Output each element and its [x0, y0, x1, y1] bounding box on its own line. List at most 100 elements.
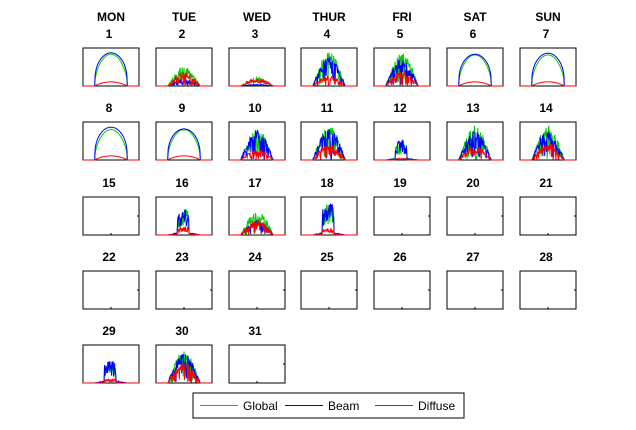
day-panel-18: 18 [300, 176, 358, 237]
day-number: 15 [102, 176, 116, 190]
day-panel-31: 31 [228, 324, 286, 384]
legend-label-beam: Beam [328, 399, 359, 413]
weekday-header-mon: MON [97, 10, 125, 24]
weekday-header-sat: SAT [463, 10, 487, 24]
diffuse-series-line [229, 148, 285, 162]
day-number: 14 [539, 101, 553, 115]
diffuse-series-line [156, 225, 212, 236]
legend-label-diffuse: Diffuse [418, 399, 455, 413]
plot-frame [82, 196, 140, 236]
day-panel-12: 12 [373, 101, 431, 161]
day-panel-23: 23 [155, 250, 213, 310]
day-number: 18 [320, 176, 334, 190]
day-panel-1: 1 [82, 27, 140, 87]
day-panel-14: 14 [519, 101, 577, 161]
diffuse-series-line [83, 377, 139, 384]
day-number: 8 [106, 101, 113, 115]
diffuse-series-line [83, 155, 139, 161]
weekday-header-thur: THUR [312, 10, 346, 24]
weekday-header-fri: FRI [392, 10, 411, 24]
day-panel-21: 21 [519, 176, 577, 236]
plot-frame [446, 270, 504, 310]
diffuse-series-line [374, 157, 430, 161]
day-number: 7 [543, 27, 550, 41]
diffuse-series-line [156, 363, 212, 385]
day-number: 28 [539, 250, 553, 264]
day-panel-19: 19 [373, 176, 431, 236]
weekday-header-wed: WED [243, 10, 271, 24]
diffuse-series-line [156, 71, 212, 88]
day-panel-28: 28 [519, 250, 577, 310]
weekday-header-sun: SUN [535, 10, 560, 24]
plot-frame [82, 270, 140, 310]
day-number: 16 [175, 176, 189, 190]
day-panel-6: 6 [446, 27, 504, 87]
plot-frame [519, 270, 577, 310]
day-panel-17: 17 [228, 176, 286, 236]
day-panel-10: 10 [228, 101, 286, 162]
diffuse-series-line [301, 75, 357, 87]
day-panel-15: 15 [82, 176, 140, 236]
day-number: 4 [324, 27, 331, 41]
diffuse-series-line [447, 145, 503, 161]
day-number: 13 [466, 101, 480, 115]
diffuse-series-line [447, 81, 503, 87]
day-panel-27: 27 [446, 250, 504, 310]
plot-frame [82, 121, 140, 161]
day-number: 25 [320, 250, 334, 264]
day-number: 31 [248, 324, 262, 338]
day-number: 19 [393, 176, 407, 190]
day-panel-26: 26 [373, 250, 431, 310]
plot-frame [373, 270, 431, 310]
plot-frame [519, 47, 577, 87]
day-panel-16: 16 [155, 176, 213, 237]
plot-frame [300, 196, 358, 236]
day-number: 26 [393, 250, 407, 264]
day-panel-3: 3 [228, 27, 286, 87]
day-number: 10 [248, 101, 262, 115]
day-number: 22 [102, 250, 116, 264]
day-number: 3 [252, 27, 259, 41]
plot-frame [228, 270, 286, 310]
day-panel-13: 13 [446, 101, 504, 162]
day-number: 1 [106, 27, 113, 41]
day-number: 5 [397, 27, 404, 41]
day-panel-20: 20 [446, 176, 504, 236]
legend: Global Beam Diffuse [192, 392, 465, 419]
diffuse-series-line [83, 81, 139, 87]
day-number: 27 [466, 250, 480, 264]
plot-frame [446, 196, 504, 236]
diffuse-series-line [229, 219, 285, 236]
day-number: 24 [248, 250, 262, 264]
diffuse-series-line [156, 155, 212, 161]
day-number: 11 [321, 101, 334, 115]
day-panel-4: 4 [300, 27, 358, 87]
day-panel-11: 11 [300, 101, 358, 161]
day-number: 30 [175, 324, 189, 338]
day-number: 17 [248, 176, 262, 190]
day-number: 2 [179, 27, 186, 41]
diffuse-series-line [520, 143, 576, 161]
day-number: 20 [466, 176, 480, 190]
day-panel-2: 2 [155, 27, 213, 88]
plot-frame [155, 270, 213, 310]
day-panel-30: 30 [155, 324, 213, 385]
weekday-header-tue: TUE [172, 10, 196, 24]
day-number: 23 [175, 250, 189, 264]
day-panel-9: 9 [155, 101, 213, 161]
day-panel-22: 22 [82, 250, 140, 310]
diffuse-series-line [520, 81, 576, 87]
day-panel-24: 24 [228, 250, 286, 310]
plot-frame [373, 196, 431, 236]
plot-frame [82, 344, 140, 384]
day-panel-7: 7 [519, 27, 577, 87]
day-number: 29 [102, 324, 116, 338]
day-number: 6 [470, 27, 477, 41]
day-number: 9 [179, 101, 186, 115]
legend-label-global: Global [243, 399, 278, 413]
diffuse-series-line [301, 228, 357, 236]
day-panel-8: 8 [82, 101, 140, 161]
plot-frame [300, 270, 358, 310]
day-panel-25: 25 [300, 250, 358, 310]
